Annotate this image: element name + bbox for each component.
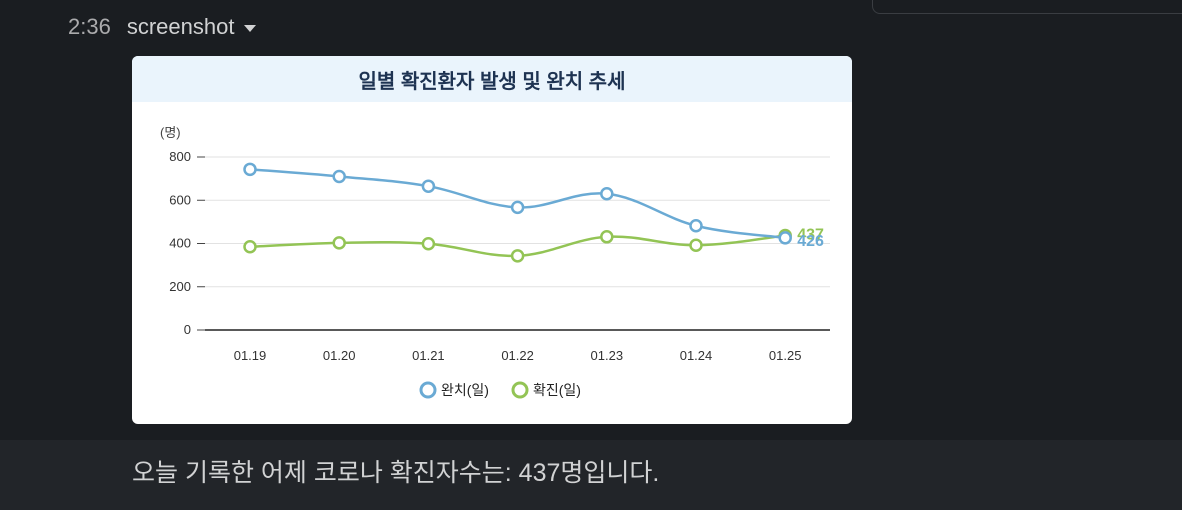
x-tick-label: 01.22 xyxy=(501,348,534,363)
data-point xyxy=(689,219,703,233)
data-label: 437 xyxy=(797,226,824,243)
data-point xyxy=(689,238,703,252)
line-chart: (명) 0 200 400 600 800 01.19 01.20 01.21 01.22 01.2… xyxy=(160,125,830,399)
x-tick-label: 01.25 xyxy=(769,348,802,363)
y-axis-label: (명) xyxy=(160,125,181,140)
y-tick-label: 800 xyxy=(169,149,191,164)
data-point xyxy=(778,231,792,245)
legend-marker xyxy=(511,381,529,399)
legend-label: 확진(일) xyxy=(533,382,581,398)
attachment-name[interactable]: screenshot xyxy=(126,14,235,39)
data-point xyxy=(421,179,436,193)
legend-marker xyxy=(419,381,437,399)
top-panel-edge xyxy=(872,0,1182,14)
message-text: 오늘 기록한 어제 코로나 확진자수는: 437명입니다. xyxy=(132,459,660,487)
y-tick-label: 400 xyxy=(169,236,191,251)
data-point xyxy=(600,187,614,201)
data-point xyxy=(510,249,525,263)
data-point xyxy=(510,200,525,215)
data-point xyxy=(332,169,346,184)
data-point xyxy=(243,162,257,177)
chart-title: 일별 확진환자 발생 및 완치 추세 xyxy=(358,70,626,93)
x-tick-label: 01.20 xyxy=(323,348,356,363)
x-tick-label: 01.21 xyxy=(412,348,445,363)
message-header: 2:36 screenshot xyxy=(68,14,257,40)
data-point xyxy=(600,230,614,244)
y-tick-label: 600 xyxy=(169,192,191,207)
data-point xyxy=(421,236,436,251)
x-tick-label: 01.23 xyxy=(591,348,624,363)
legend-label: 완치(일) xyxy=(441,382,489,398)
y-tick-label: 200 xyxy=(169,279,191,294)
message-timestamp[interactable]: 2:36 xyxy=(68,14,111,39)
message-row xyxy=(0,440,1182,510)
chevron-down-icon[interactable] xyxy=(244,25,257,32)
data-point xyxy=(332,236,346,250)
chart-title-bar: 일별 확진환자 발생 및 완치 추세 xyxy=(132,56,852,102)
y-tick-label: 0 xyxy=(184,322,191,337)
x-tick-label: 01.19 xyxy=(234,348,267,363)
data-label: 426 xyxy=(797,233,824,250)
image-attachment[interactable]: 일별 확진환자 발생 및 완치 추세 (명) 0 200 400 600 800 01.19… xyxy=(132,56,852,424)
data-point xyxy=(243,239,257,254)
x-tick-label: 01.24 xyxy=(680,348,713,363)
